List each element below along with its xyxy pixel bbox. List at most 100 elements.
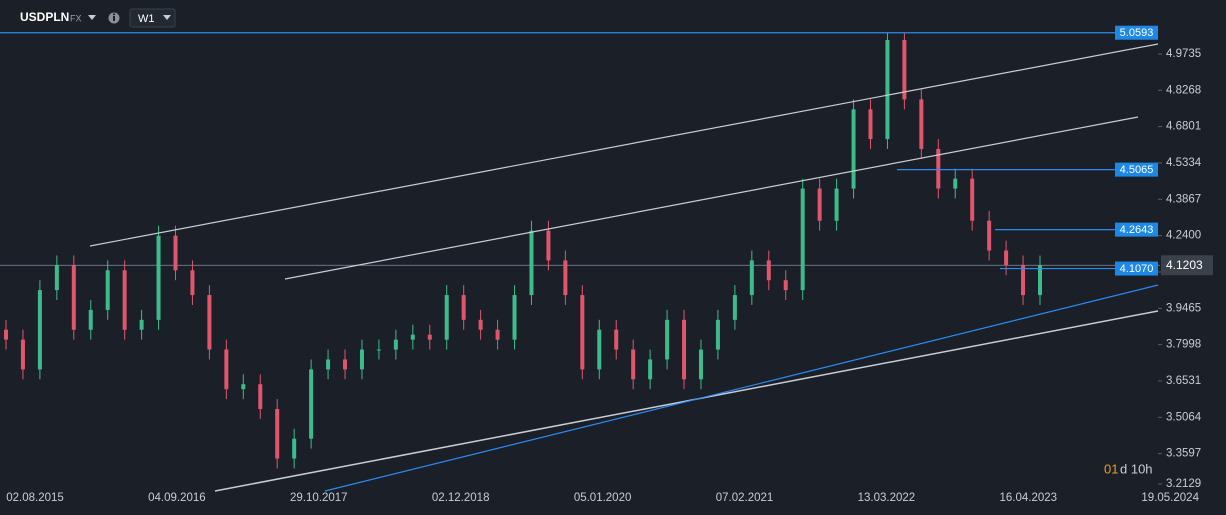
candle-body (427, 334, 432, 340)
timeframe-select[interactable] (129, 8, 176, 28)
candle-body (478, 319, 483, 330)
candle-body (648, 359, 653, 380)
candle-body (665, 319, 670, 360)
plot (0, 32, 1162, 485)
current-price-box (1161, 255, 1213, 276)
candle-body (343, 359, 348, 370)
candle-body (173, 235, 178, 271)
candle-body (224, 349, 229, 390)
level-label: 5.0593 (1120, 27, 1154, 39)
candle-body (512, 295, 517, 340)
dropdown-arrow[interactable] (88, 15, 96, 20)
candle-body (20, 339, 25, 370)
candle-body (461, 295, 466, 320)
y-tick-label: 3.7998 (1166, 339, 1201, 351)
level-box (1115, 25, 1158, 40)
candle-body (376, 349, 381, 351)
candle-body (156, 235, 161, 320)
candle-body (275, 408, 280, 459)
x-tick-label: 16.04.2023 (1000, 492, 1058, 504)
y-tick-label: 4.2400 (1166, 230, 1201, 242)
info-glyph (113, 13, 115, 16)
candle-body (54, 265, 59, 291)
candle-body (105, 270, 110, 310)
candle-body (732, 295, 737, 320)
candle-body (546, 230, 551, 261)
candle-body (698, 349, 703, 380)
trend-line (89, 43, 1159, 247)
x-tick-label: 04.09.2016 (148, 492, 206, 504)
y-tick-label: 4.8268 (1166, 84, 1201, 96)
candle-body (919, 99, 924, 149)
candle-body (190, 270, 195, 296)
candle-body (309, 369, 314, 439)
candle-body (444, 295, 449, 340)
trend-line (284, 116, 1139, 280)
x-tick-label: 13.03.2022 (858, 492, 916, 504)
timeframe: W1 (138, 13, 155, 25)
candle-body (800, 188, 805, 291)
level-box (1115, 222, 1158, 237)
candle-body (682, 319, 687, 380)
candle-body (529, 230, 534, 296)
candle-body (1021, 265, 1026, 296)
candle-body (1004, 250, 1009, 266)
candle-body (292, 438, 297, 459)
x-tick-label: 05.01.2020 (574, 492, 632, 504)
x-tick-label: 02.08.2015 (6, 492, 64, 504)
candle-body (631, 349, 636, 380)
level-box (1115, 162, 1158, 177)
symbol[interactable]: USDPLN (20, 10, 69, 24)
candle-body (851, 109, 856, 189)
candle-body (410, 334, 415, 340)
trend-line (324, 284, 1159, 492)
x-tick-label: 02.12.2018 (432, 492, 490, 504)
y-tick-label: 3.5064 (1166, 411, 1202, 423)
candle-body (4, 329, 8, 340)
candle-body (715, 319, 720, 350)
timer-days: 01 (1104, 461, 1118, 476)
x-tick-label: 29.10.2017 (290, 492, 348, 504)
x-tick-label: 19.05.2024 (1141, 492, 1199, 504)
candle-body (393, 339, 398, 350)
y-tick-label: 3.9465 (1166, 302, 1201, 314)
x-tick-label: 07.02.2021 (716, 492, 774, 504)
level-label: 4.2643 (1120, 224, 1154, 236)
candle-body (885, 39, 890, 140)
y-tick-label: 3.3597 (1166, 448, 1201, 460)
candle-body (495, 329, 500, 340)
candle-body (88, 309, 93, 330)
candle-body (359, 349, 364, 370)
candle-body (834, 188, 839, 221)
candle-body (241, 384, 246, 390)
candle-body (580, 295, 585, 370)
candle-body (783, 280, 788, 291)
candle-body (766, 260, 771, 281)
current-price-label: 4.1203 (1166, 258, 1203, 272)
candle-body (37, 290, 42, 370)
candle-body (1038, 265, 1042, 296)
y-tick-label: 4.9735 (1166, 48, 1201, 60)
market: FX (70, 13, 82, 23)
candle-body (614, 329, 619, 350)
trend-lines (89, 43, 1159, 492)
level-box (1115, 261, 1158, 276)
dropdown-arrow[interactable] (163, 15, 171, 20)
overlay: 4.97354.82684.68014.53344.38674.24004.09… (0, 25, 1213, 504)
y-tick-label: 4.6801 (1166, 121, 1201, 133)
level-label: 4.1070 (1120, 263, 1154, 275)
timer-rest: d 10h (1120, 461, 1153, 476)
candle-body (749, 260, 754, 296)
candle-body (563, 260, 568, 296)
candle-body (326, 359, 331, 370)
candle-body (902, 39, 907, 100)
candle-body (71, 265, 76, 330)
candle-body (987, 220, 992, 251)
candle-body (936, 148, 941, 189)
y-tick-label: 4.3867 (1166, 193, 1201, 205)
candle-body (597, 329, 602, 370)
candle-body (139, 319, 144, 330)
